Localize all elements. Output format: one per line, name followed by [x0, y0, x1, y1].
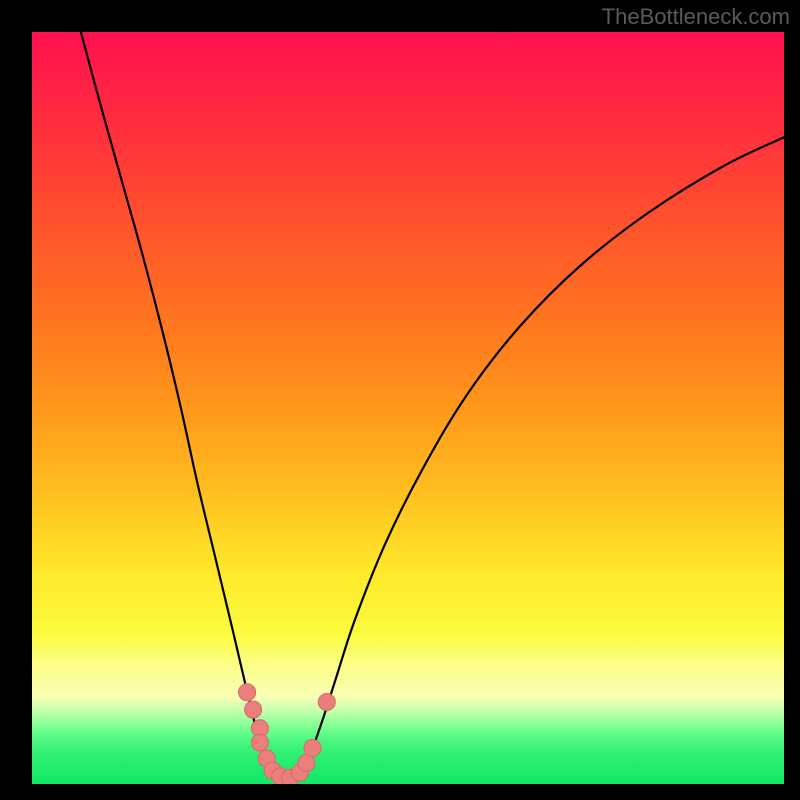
watermark-text: TheBottleneck.com: [602, 4, 790, 30]
marker-point: [239, 684, 256, 701]
marker-point: [245, 701, 262, 718]
marker-point: [251, 734, 268, 751]
marker-point: [298, 754, 315, 771]
marker-point: [318, 694, 335, 711]
gradient-background: [32, 32, 784, 784]
image-root: TheBottleneck.com: [0, 0, 800, 800]
plot-svg: [32, 32, 784, 784]
marker-point: [304, 739, 321, 756]
plot-area: [32, 32, 784, 784]
